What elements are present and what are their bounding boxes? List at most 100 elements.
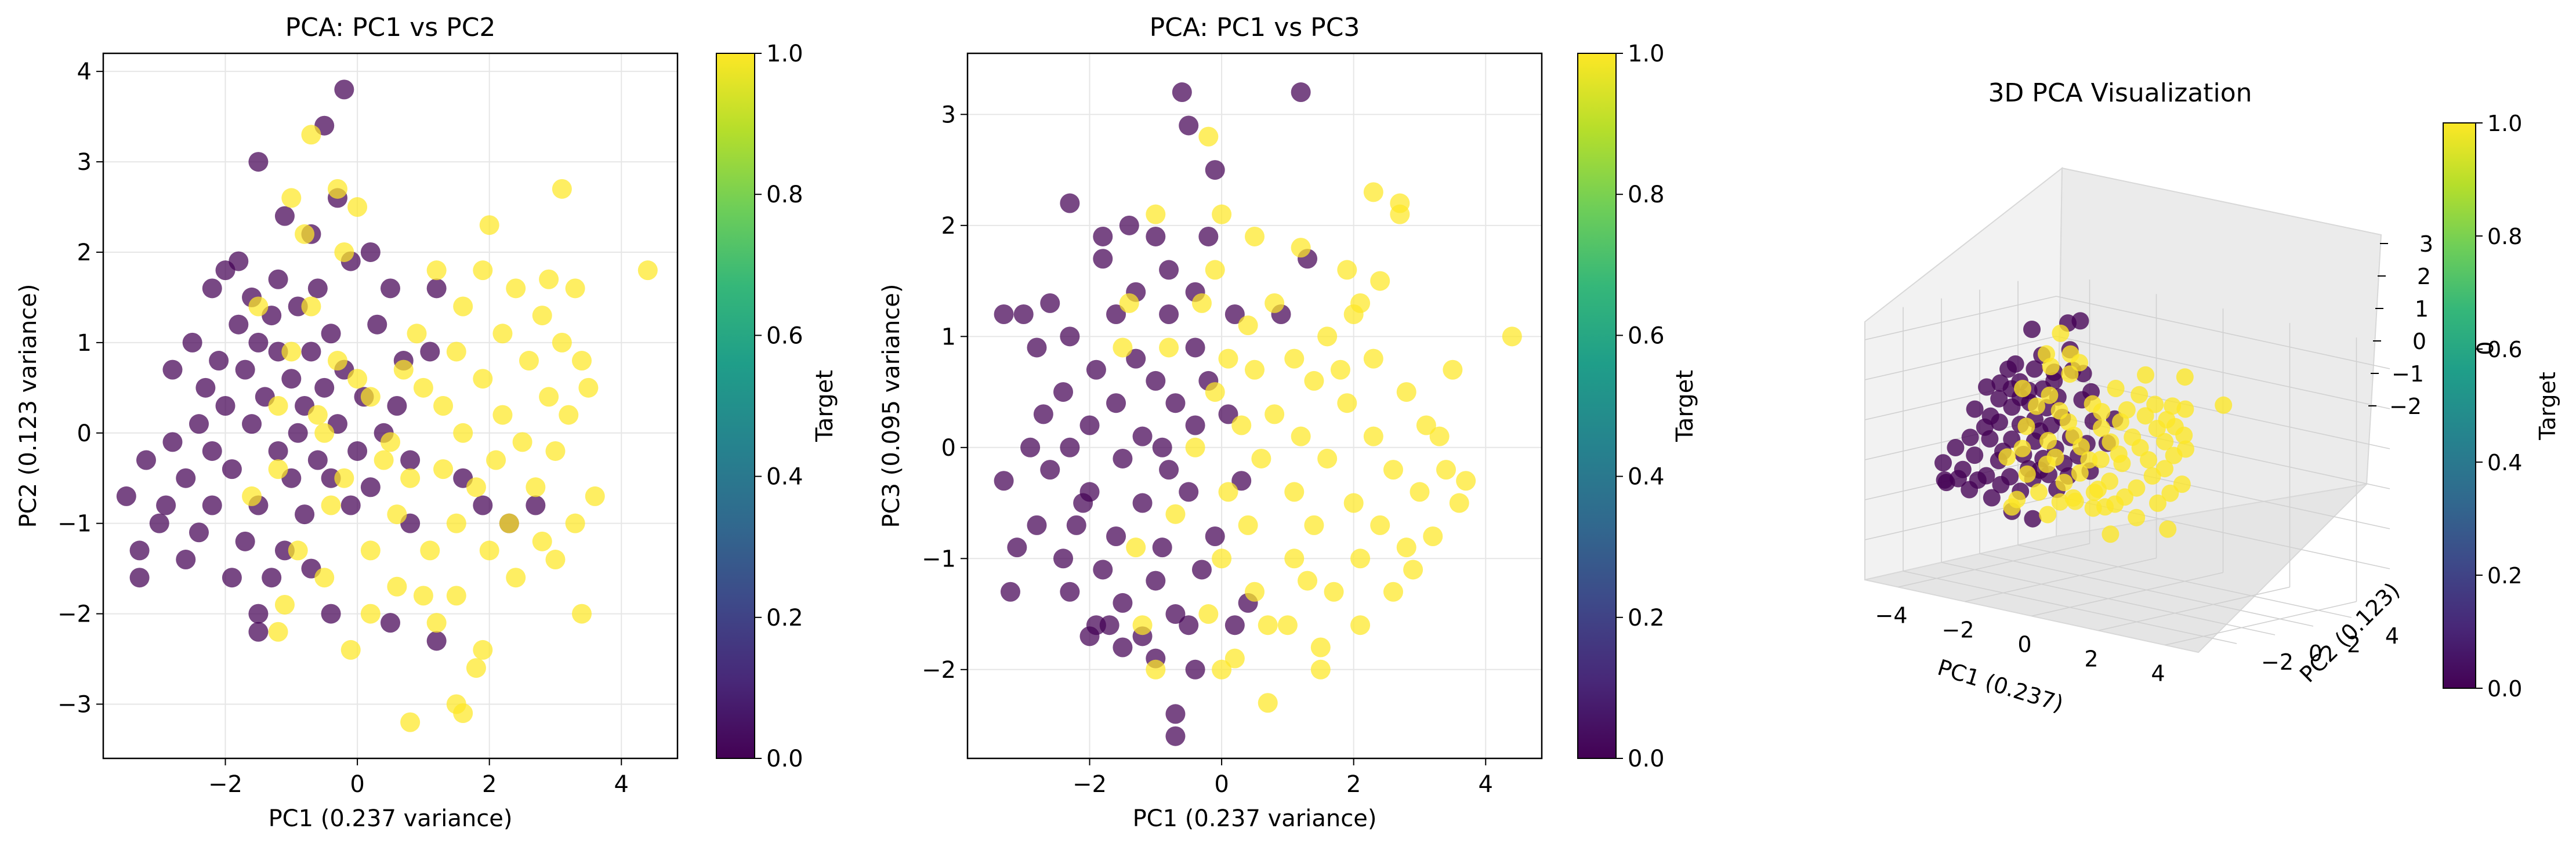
point-target-1 xyxy=(2176,400,2194,418)
point-target-0 xyxy=(189,522,209,543)
panel2-y-tick-label: −2 xyxy=(922,657,956,684)
point-target-1 xyxy=(426,260,447,281)
panel1-colorbar: 0.0 0.2 0.4 0.6 0.8 1.0 Target xyxy=(716,41,838,772)
point-target-1 xyxy=(539,269,559,289)
panel2-title: PCA: PC1 vs PC3 xyxy=(1150,13,1360,42)
point-target-0 xyxy=(334,79,354,100)
point-target-0 xyxy=(1060,193,1080,213)
point-target-1 xyxy=(374,450,394,470)
point-target-1 xyxy=(314,568,335,588)
point-target-1 xyxy=(2038,455,2056,473)
colorbar-tick-label: 0.2 xyxy=(2487,563,2522,589)
panel3-x-gridline xyxy=(2165,601,2357,646)
point-target-1 xyxy=(360,540,381,561)
point-target-0 xyxy=(1060,326,1080,347)
panel1-y-tick-label: 4 xyxy=(77,59,92,85)
point-target-1 xyxy=(466,477,486,497)
point-target-1 xyxy=(2106,495,2124,513)
point-target-1 xyxy=(1324,582,1344,602)
point-target-1 xyxy=(506,568,526,588)
point-target-0 xyxy=(1113,448,1133,468)
point-target-0 xyxy=(295,504,315,525)
point-target-0 xyxy=(189,414,209,434)
colorbar-tick-label: 0.2 xyxy=(1628,605,1665,631)
panel1-y-tick-label: 1 xyxy=(77,330,92,357)
point-target-1 xyxy=(545,550,566,570)
point-target-1 xyxy=(2055,474,2073,492)
point-target-0 xyxy=(1053,382,1073,402)
panel2-axes-frame xyxy=(966,52,1543,760)
point-target-1 xyxy=(1245,582,1265,602)
point-target-0 xyxy=(1179,482,1199,502)
point-target-1 xyxy=(559,405,579,425)
point-target-1 xyxy=(1390,204,1410,224)
point-target-0 xyxy=(1132,493,1153,513)
point-target-0 xyxy=(526,495,546,515)
point-target-0 xyxy=(1291,82,1311,103)
point-target-0 xyxy=(1172,82,1192,103)
point-target-1 xyxy=(1363,348,1383,369)
colorbar-tick-label: 1.0 xyxy=(766,41,803,67)
point-target-1 xyxy=(2102,525,2120,543)
point-target-0 xyxy=(400,450,421,470)
colorbar-tick-label: 0.4 xyxy=(2487,450,2522,475)
point-target-1 xyxy=(327,351,347,371)
point-target-1 xyxy=(2140,451,2157,469)
colorbar-tick-label: 0.8 xyxy=(1628,181,1665,208)
point-target-1 xyxy=(2041,386,2059,404)
point-target-0 xyxy=(1013,304,1034,325)
point-target-0 xyxy=(1053,548,1073,569)
panel3-z-tick-label: −1 xyxy=(2392,361,2424,387)
point-target-1 xyxy=(2092,451,2110,468)
panel3-y-gridline xyxy=(1979,553,2314,627)
point-target-1 xyxy=(1429,426,1450,446)
point-target-0 xyxy=(1961,428,1979,446)
point-target-0 xyxy=(1991,413,2008,431)
point-target-1 xyxy=(288,540,308,561)
point-target-0 xyxy=(176,468,196,488)
point-target-1 xyxy=(1212,204,1232,224)
point-target-0 xyxy=(307,450,328,470)
point-target-0 xyxy=(1146,226,1166,246)
panel2-y-tick-label: 2 xyxy=(941,213,956,239)
point-target-0 xyxy=(321,324,341,344)
colorbar-tick-label: 1.0 xyxy=(2487,111,2522,136)
point-target-0 xyxy=(1106,304,1126,325)
point-target-0 xyxy=(301,342,321,362)
point-target-1 xyxy=(2143,467,2161,485)
point-target-1 xyxy=(1218,482,1238,502)
point-target-0 xyxy=(1093,226,1113,246)
panel3-x-gridline xyxy=(1965,557,2157,602)
colorbar-tick-label: 0.2 xyxy=(766,605,803,631)
point-target-0 xyxy=(1992,475,2010,493)
point-target-1 xyxy=(1304,370,1324,391)
point-target-0 xyxy=(1165,726,1186,746)
panel2-x-tick-label: −2 xyxy=(1073,771,1107,798)
point-target-1 xyxy=(1310,637,1331,658)
panel2-y-tick-label: 1 xyxy=(941,324,956,350)
point-target-1 xyxy=(1423,526,1443,547)
point-target-0 xyxy=(1033,404,1053,424)
point-target-1 xyxy=(1363,182,1383,202)
panel1-y-tick-label: 0 xyxy=(77,420,92,447)
point-target-0 xyxy=(1185,415,1205,435)
point-target-1 xyxy=(486,450,506,470)
point-target-0 xyxy=(1027,515,1047,535)
point-target-1 xyxy=(1205,382,1225,402)
point-target-1 xyxy=(552,179,572,199)
panel3-y-gridline xyxy=(2017,544,2352,618)
point-target-0 xyxy=(202,278,222,299)
panel1-colorbar-gradient xyxy=(716,53,755,759)
point-target-0 xyxy=(2024,510,2042,528)
colorbar-tick-label: 0.8 xyxy=(2487,224,2522,249)
point-target-0 xyxy=(307,278,328,299)
point-target-1 xyxy=(539,387,559,407)
point-target-0 xyxy=(1961,481,1979,499)
point-target-0 xyxy=(195,377,216,398)
point-target-0 xyxy=(222,568,242,588)
point-target-1 xyxy=(552,332,572,353)
point-target-1 xyxy=(2113,455,2131,473)
point-target-1 xyxy=(1205,260,1225,280)
